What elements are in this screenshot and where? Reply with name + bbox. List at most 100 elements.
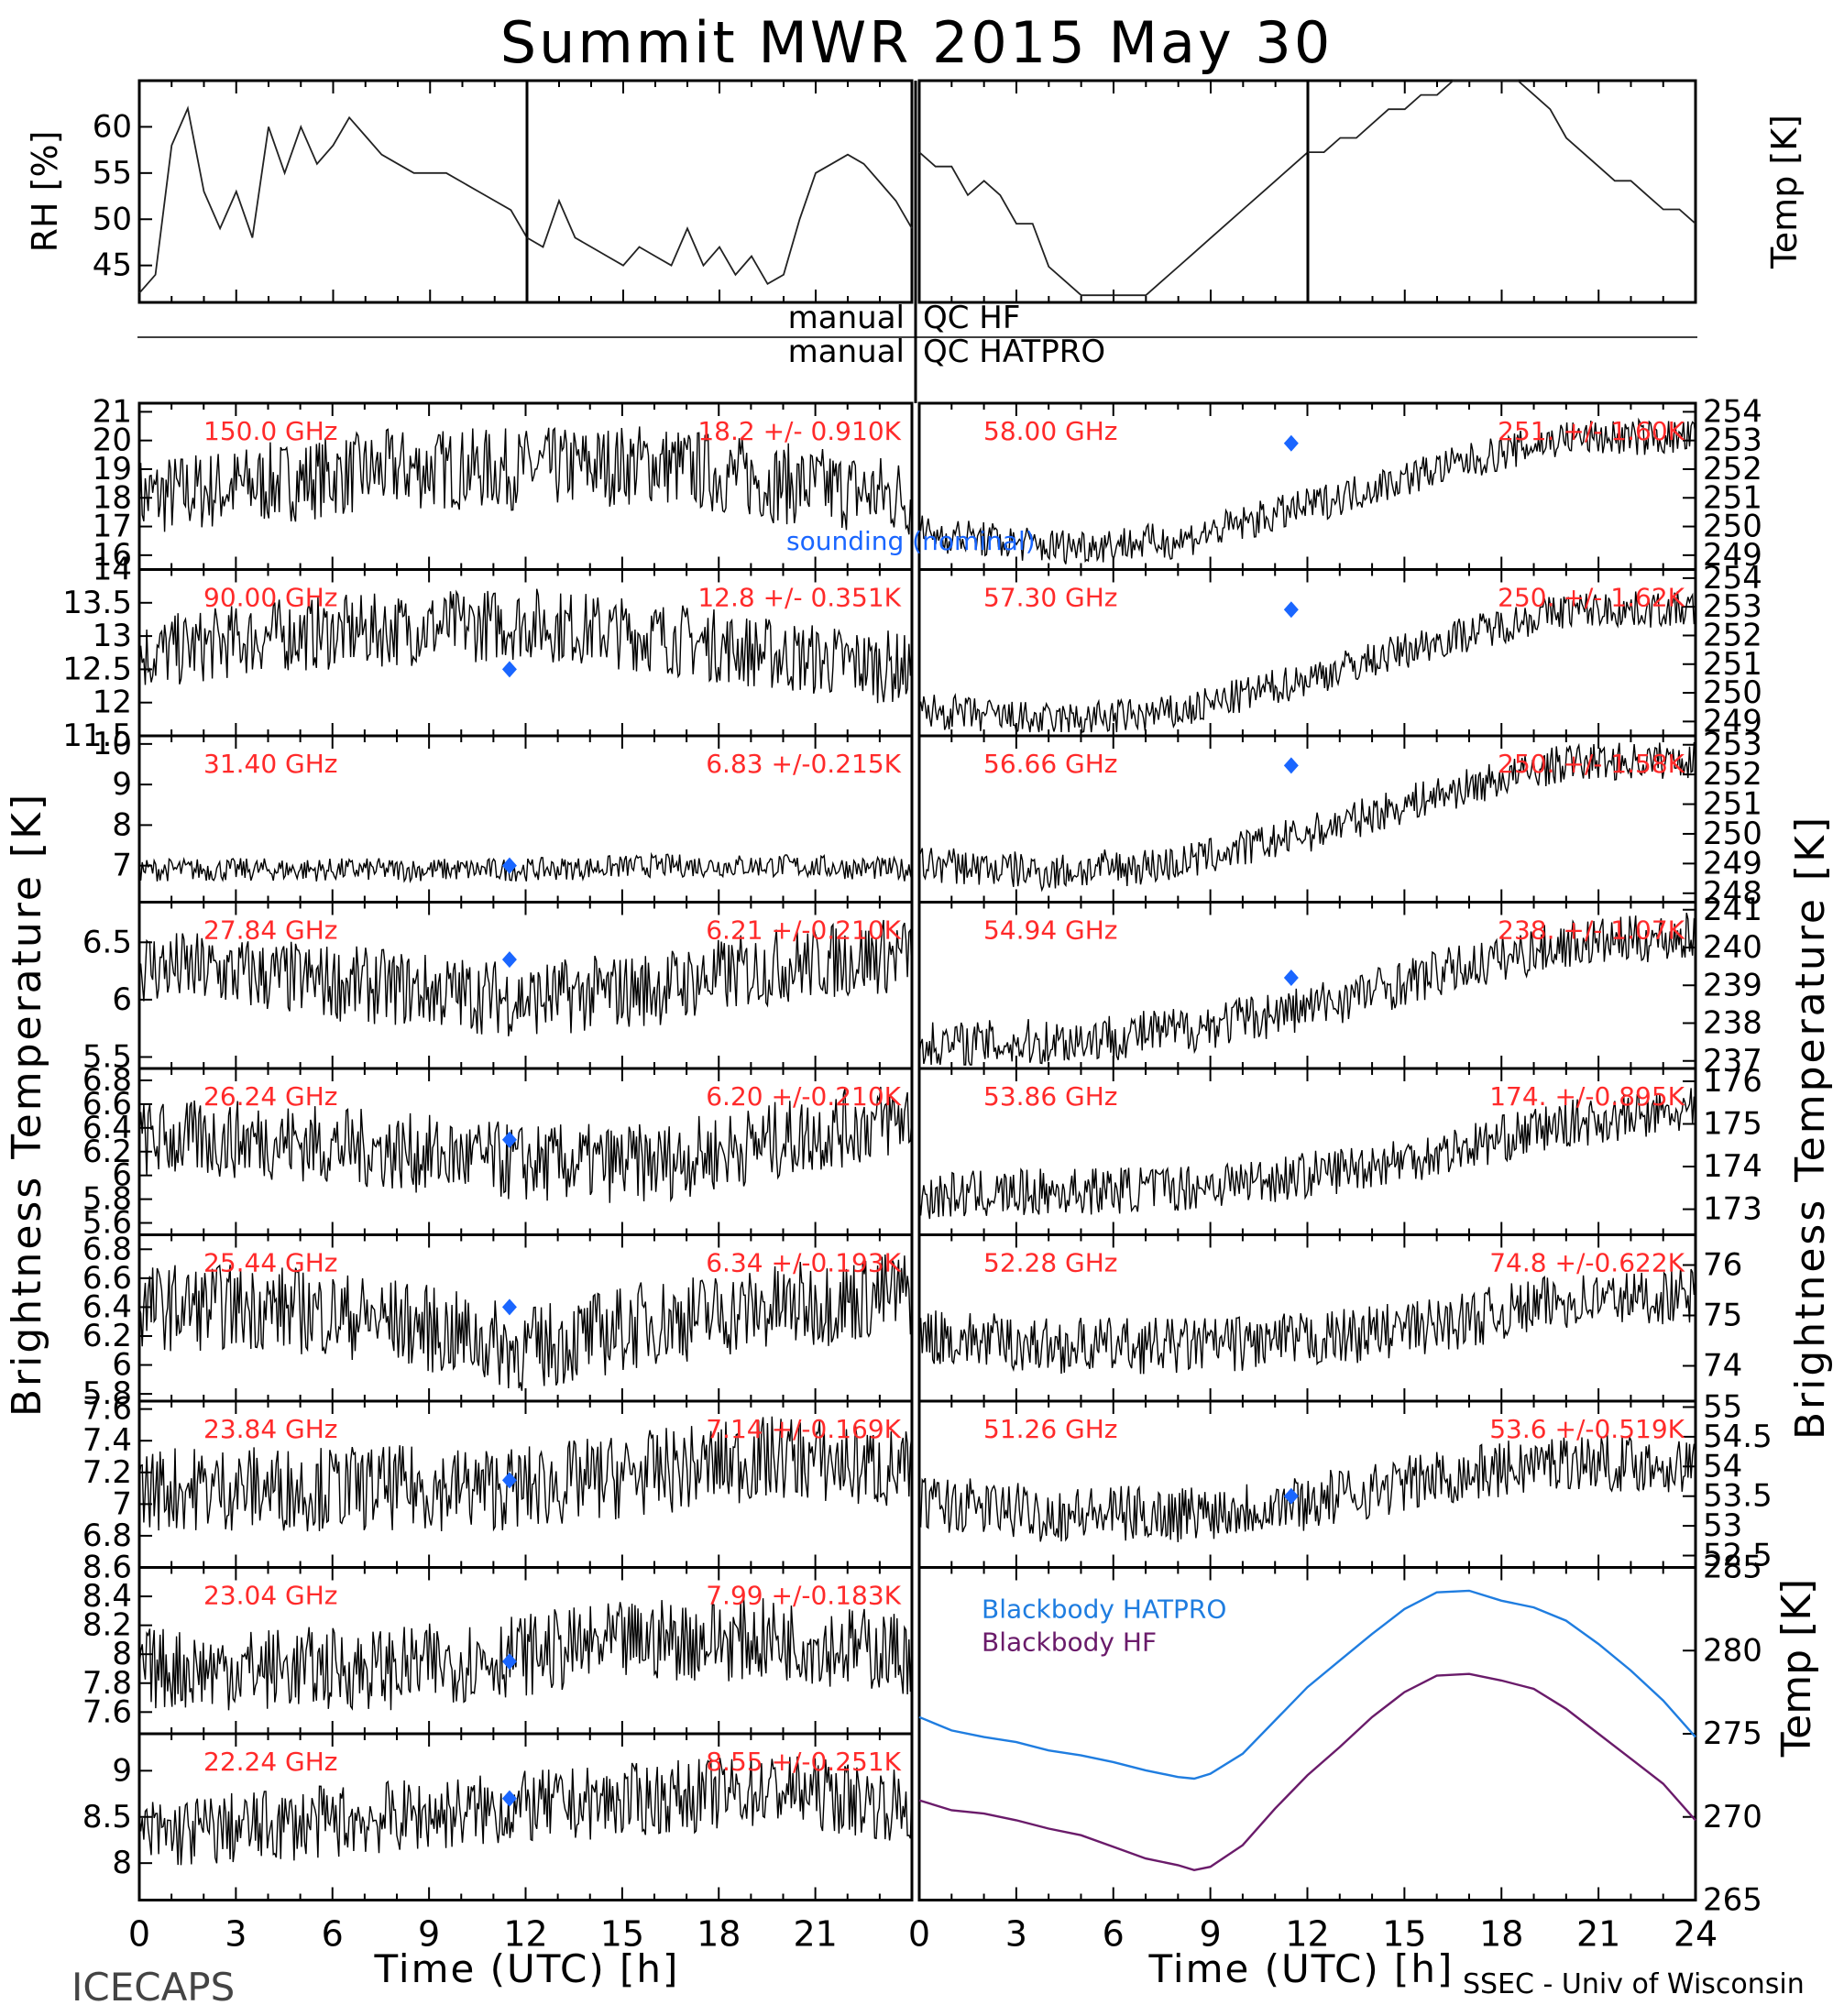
ytick-label: 7.4 bbox=[82, 1422, 132, 1459]
left-panel-8: 8 8.5 9 22.24 GHz 8.55 +/-0.251K bbox=[82, 1732, 914, 1901]
right-panel-6-series bbox=[918, 1434, 1696, 1543]
ytick-label: 285 bbox=[1703, 1550, 1762, 1586]
right-panel-4: 173 174 175 176 53.86 GHz 174. +/-0.895K bbox=[917, 1063, 1762, 1236]
ytick-label: 21 bbox=[93, 393, 132, 430]
ytick-label: 60 bbox=[93, 108, 132, 145]
left-panel-2-stat-label: 6.83 +/-0.215K bbox=[706, 749, 901, 779]
ytick-label: 251 bbox=[1703, 646, 1762, 683]
temp-panel-a bbox=[917, 79, 1310, 304]
right-xlabel: Time (UTC) [h] bbox=[1148, 1946, 1454, 1991]
left-panel-1-stat-label: 12.8 +/- 0.351K bbox=[697, 583, 901, 613]
xtick-label: 3 bbox=[225, 1914, 247, 1955]
ytick-label: 253 bbox=[1703, 727, 1762, 763]
left-panel-3-channel-label: 27.84 GHz bbox=[203, 915, 338, 946]
left-panel-4-sounding-marker bbox=[501, 1131, 517, 1148]
blackbody-series-1 bbox=[918, 1672, 1696, 1872]
left-panel-0-channel-label: 150.0 GHz bbox=[203, 416, 338, 446]
ytick-label: 8.4 bbox=[82, 1578, 132, 1615]
right-panel-0-channel-label: 58.00 GHz bbox=[983, 416, 1118, 446]
left-panel-1-series bbox=[138, 588, 913, 704]
xtick-label: 0 bbox=[908, 1914, 930, 1955]
ytick-label: 175 bbox=[1703, 1106, 1762, 1143]
ytick-label: 252 bbox=[1703, 756, 1762, 793]
left-panel-5-channel-label: 25.44 GHz bbox=[203, 1248, 338, 1278]
xtick-label: 3 bbox=[1005, 1914, 1027, 1955]
ytick-label: 7.6 bbox=[82, 1693, 132, 1730]
ytick-label: 6.8 bbox=[82, 1062, 132, 1099]
ytick-label: 6.6 bbox=[82, 1260, 132, 1297]
ytick-label: 19 bbox=[93, 451, 132, 488]
ytick-label: 6 bbox=[112, 981, 132, 1018]
rh-panel-a-frame bbox=[137, 79, 529, 304]
left-panel-8-channel-label: 22.24 GHz bbox=[203, 1747, 338, 1777]
figure-title: Summit MWR 2015 May 30 bbox=[500, 9, 1334, 76]
rh-panel-b-series bbox=[526, 153, 913, 286]
ytick-label: 250 bbox=[1703, 674, 1762, 711]
ytick-label: 12.5 bbox=[62, 651, 132, 687]
manual-qc-block: manual QC HF manual QC HATPRO bbox=[137, 300, 1697, 370]
ytick-label: 6 bbox=[112, 1157, 132, 1194]
right-panel-2-sounding-marker bbox=[1283, 757, 1299, 774]
temp-panel-b bbox=[1306, 79, 1697, 304]
ytick-label: 280 bbox=[1703, 1632, 1762, 1669]
left-panel-1-sounding-marker bbox=[501, 661, 517, 678]
xtick-label: 12 bbox=[503, 1914, 547, 1955]
blackbody-panel: 265 270 275 280 285 Blackbody HATPROBlackbody… bbox=[917, 1550, 1762, 1919]
left-panel-2-channel-label: 31.40 GHz bbox=[203, 749, 338, 779]
xtick-label: 15 bbox=[1382, 1914, 1426, 1955]
left-panel-8-sounding-marker bbox=[501, 1790, 517, 1807]
temp-panel-b-series bbox=[1308, 80, 1696, 225]
xtick-label: 15 bbox=[600, 1914, 644, 1955]
ytick-label: 52.5 bbox=[1703, 1538, 1773, 1574]
ytick-label: 76 bbox=[1703, 1247, 1742, 1284]
left-panel-0-stat-label: 18.2 +/- 0.910K bbox=[697, 416, 901, 446]
right-panel-2-stat-label: 250. +/- 1.58K bbox=[1498, 749, 1685, 779]
left-panel-1-channel-label: 90.00 GHz bbox=[203, 583, 338, 613]
left-panel-5-sounding-marker bbox=[501, 1298, 517, 1316]
temp-panel-a-frame bbox=[917, 79, 1310, 304]
ytick-label: 249 bbox=[1703, 703, 1762, 740]
ytick-label: 5.5 bbox=[82, 1038, 132, 1075]
rh-panel-b bbox=[525, 79, 914, 304]
left-panel-7: 7.67.888.28.48.6 23.04 GHz 7.99 +/-0.183K bbox=[82, 1550, 914, 1736]
temp-panel-b-frame bbox=[1306, 79, 1697, 304]
right-panel-3-sounding-marker bbox=[1283, 970, 1299, 986]
right-panel-3-stat-label: 238. +/- 1.07K bbox=[1498, 915, 1685, 946]
ytick-label: 13 bbox=[93, 618, 132, 654]
left-panel-3-stat-label: 6.21 +/-0.210K bbox=[706, 915, 901, 946]
ytick-label: 53.5 bbox=[1703, 1478, 1773, 1515]
right-panel-1-series bbox=[918, 591, 1696, 734]
ytick-label: 6.8 bbox=[82, 1231, 132, 1267]
ytick-label: 16 bbox=[93, 537, 132, 574]
left-panel-2: 7 89 10 31.40 GHz 6.83 +/-0.215K bbox=[93, 726, 914, 904]
right-panel-1-stat-label: 250. +/- 1.62K bbox=[1498, 583, 1685, 613]
right-panel-0-sounding-marker bbox=[1283, 434, 1299, 452]
right-panel-4-stat-label: 174. +/-0.895K bbox=[1489, 1081, 1685, 1112]
right-panel-5-stat-label: 74.8 +/-0.622K bbox=[1489, 1248, 1685, 1278]
ytick-label: 6.4 bbox=[82, 1110, 132, 1146]
right-panel-3-series bbox=[918, 912, 1696, 1066]
right-panel-4-series bbox=[918, 1088, 1696, 1220]
ytick-label: 241 bbox=[1703, 892, 1762, 928]
ytick-label: 9 bbox=[112, 1752, 132, 1789]
left-panel-4-stat-label: 6.20 +/-0.210K bbox=[706, 1081, 901, 1112]
ytick-label: 50 bbox=[93, 201, 132, 237]
ytick-label: 6.2 bbox=[82, 1318, 132, 1354]
ytick-label: 252 bbox=[1703, 451, 1762, 488]
xtick-label: 0 bbox=[128, 1914, 150, 1955]
left-ylabel: Brightness Temperature [K] bbox=[4, 792, 50, 1417]
ytick-label: 8 bbox=[112, 1636, 132, 1672]
ytick-label: 249 bbox=[1703, 845, 1762, 882]
left-panel-2-series bbox=[138, 851, 913, 884]
blackbody-ylabel: Temp [K] bbox=[1773, 1579, 1820, 1758]
left-panel-6-stat-label: 7.14 +/-0.169K bbox=[706, 1414, 901, 1444]
xtick-label: 9 bbox=[1200, 1914, 1222, 1955]
right-panel-5: 74 75 76 52.28 GHz 74.8 +/-0.622K bbox=[917, 1233, 1742, 1403]
manual-qc-hf-left: manual bbox=[788, 300, 905, 336]
left-panel-3: 5.5 6 6.5 27.84 GHz 6.21 +/-0.210K bbox=[82, 901, 914, 1075]
